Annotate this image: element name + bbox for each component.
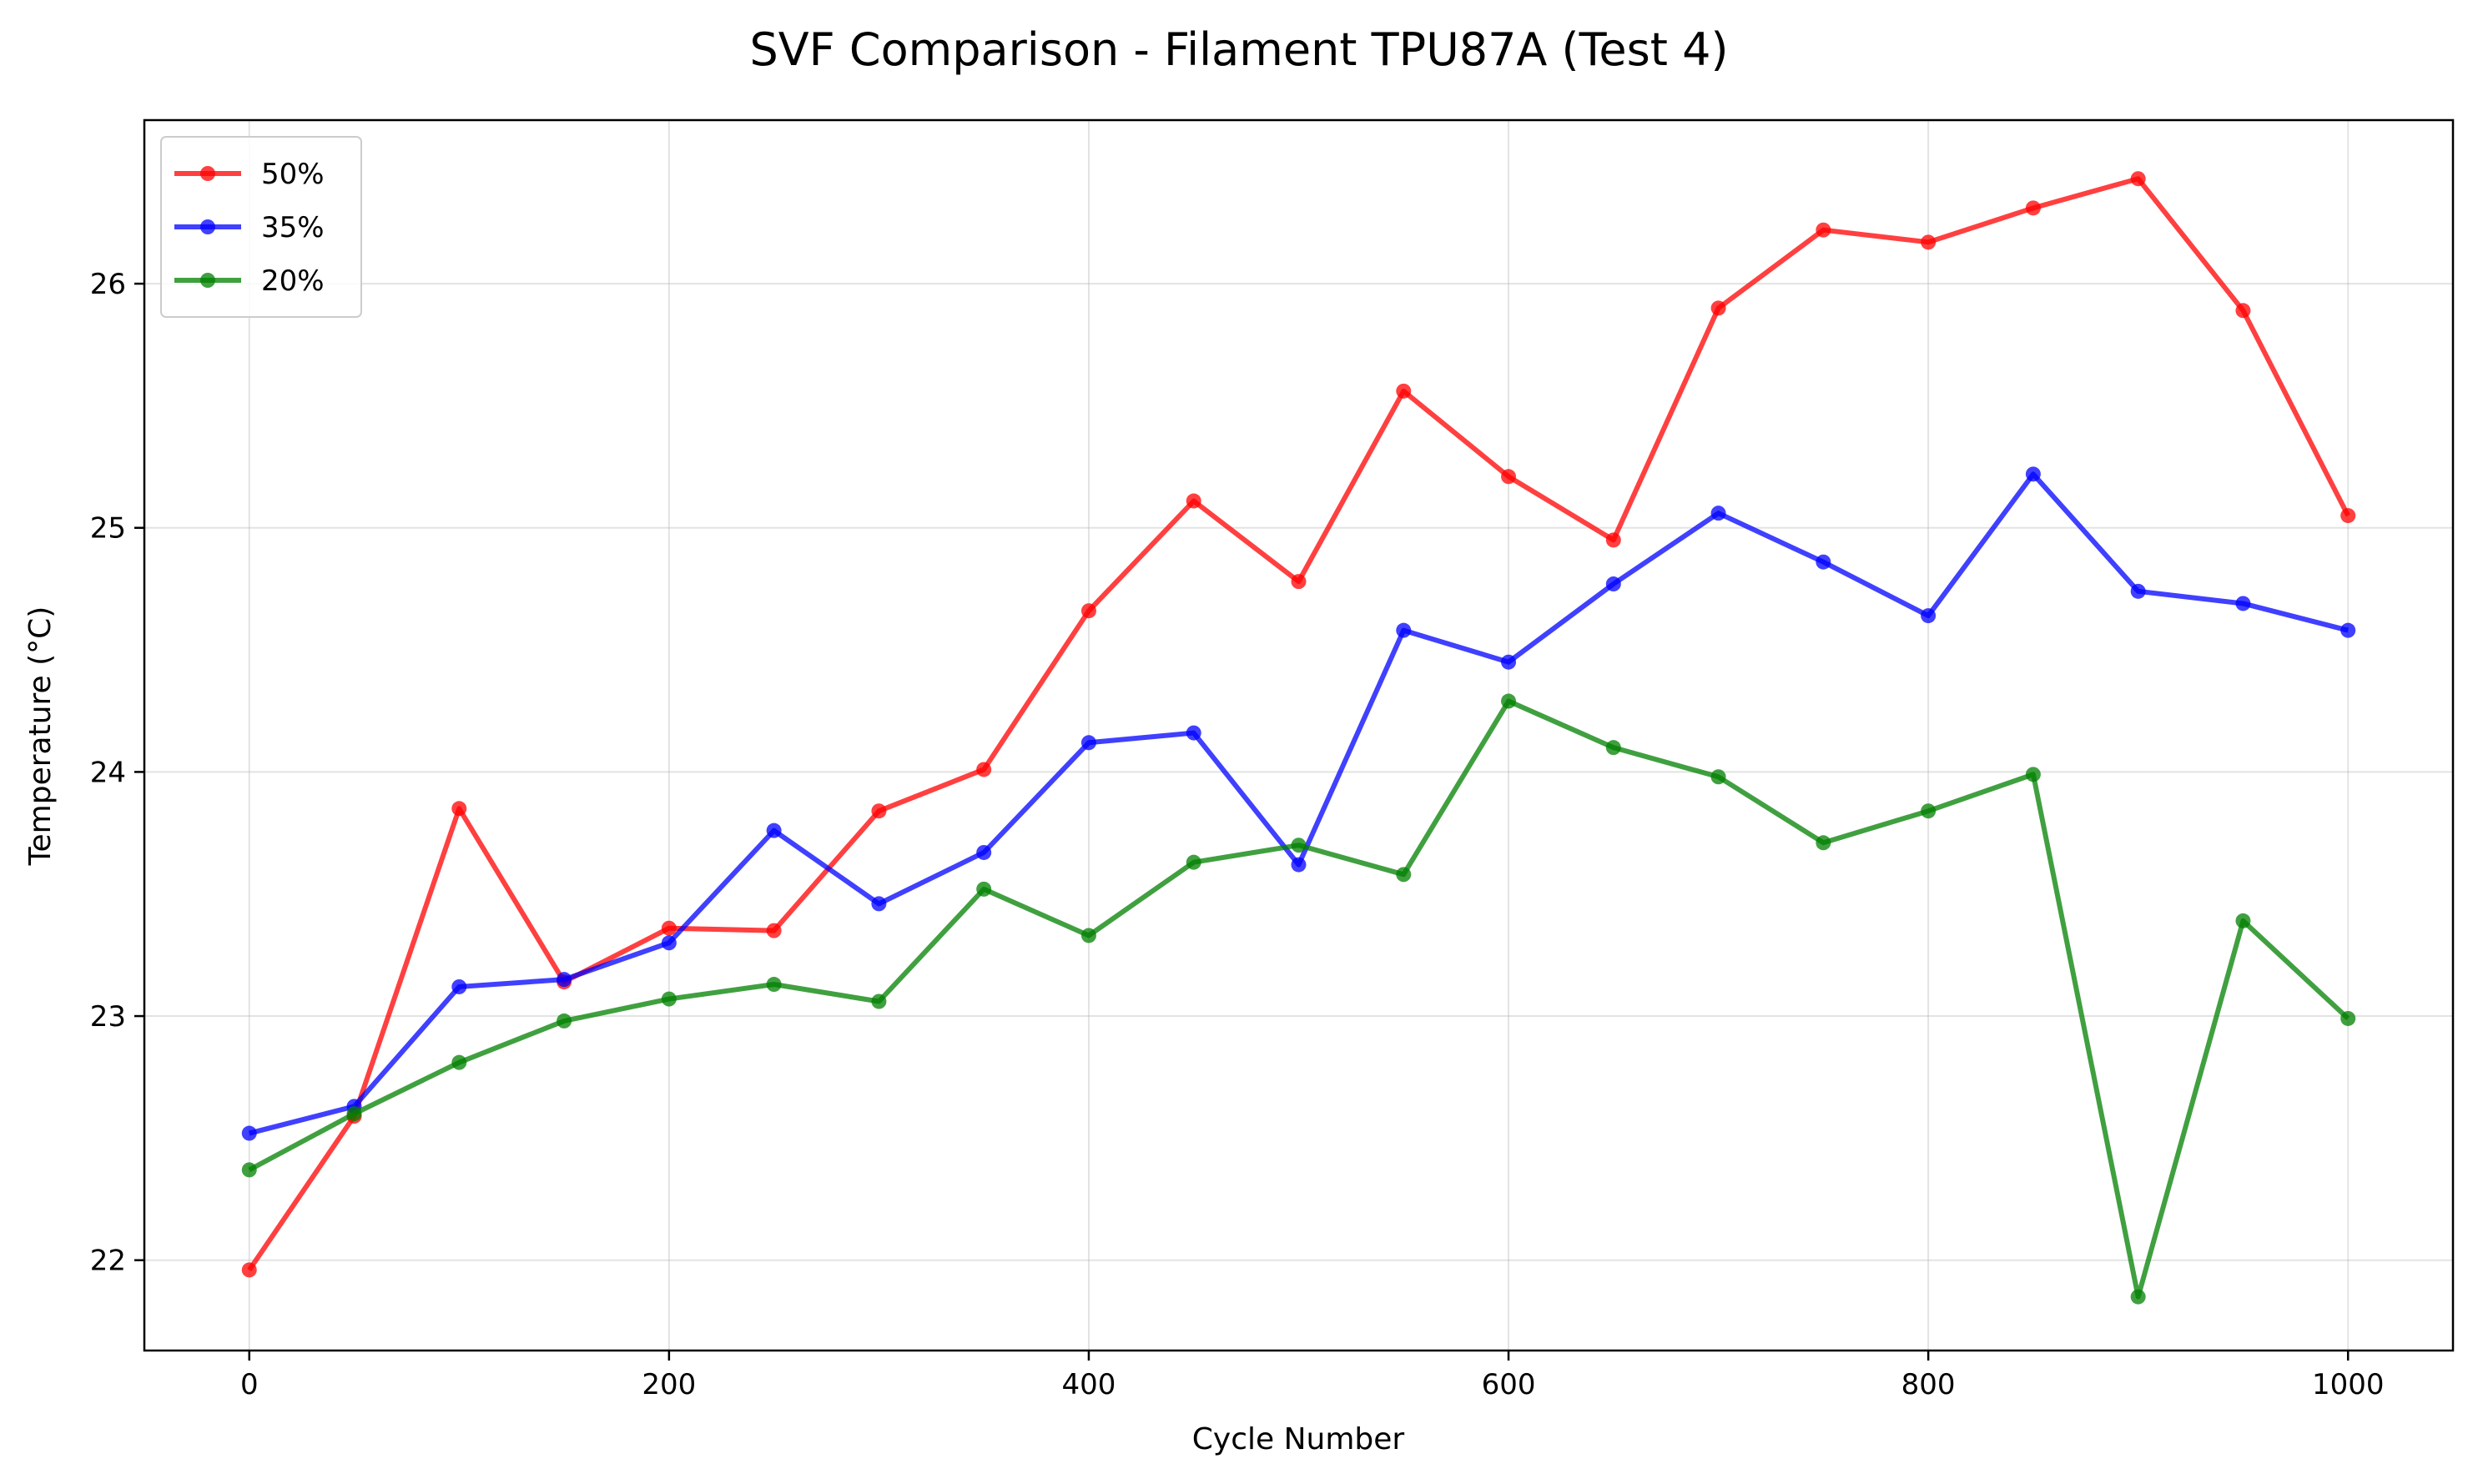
legend-label: 35%: [261, 211, 325, 244]
y-tick-label: 26: [90, 268, 126, 301]
data-point: [976, 881, 992, 897]
data-point: [1080, 735, 1096, 751]
series-line: [248, 698, 2350, 1300]
legend-box: [160, 136, 362, 318]
legend-label: 20%: [261, 264, 325, 298]
data-point: [661, 935, 677, 951]
x-axis: 0 200 400 600 800 1000: [240, 1351, 2385, 1401]
data-point: [1816, 835, 1831, 851]
data-point: [1501, 469, 1517, 485]
y-axis-label: Temperature (°C): [23, 606, 58, 867]
data-point: [1710, 300, 1726, 316]
data-point: [2235, 913, 2251, 928]
data-point: [1605, 740, 1621, 756]
x-tick-label: 800: [1901, 1368, 1956, 1401]
data-point: [1816, 554, 1831, 570]
series-line: [249, 471, 2349, 1136]
data-point: [241, 1125, 257, 1141]
data-point: [1291, 857, 1307, 873]
data-point: [1186, 493, 1201, 509]
series-1: [241, 466, 2356, 1141]
data-point: [241, 1162, 257, 1178]
data-point: [2130, 583, 2146, 599]
y-tick-label: 24: [90, 756, 126, 789]
data-point: [1710, 769, 1726, 785]
data-point: [1396, 383, 1412, 399]
data-point: [1186, 725, 1201, 741]
data-point: [871, 803, 887, 819]
data-point: [1816, 222, 1831, 238]
x-tick-label: 200: [642, 1368, 696, 1401]
data-point: [1921, 234, 1937, 250]
data-point: [661, 991, 677, 1007]
data-point: [2235, 596, 2251, 611]
data-point: [2025, 466, 2041, 482]
y-tick-label: 23: [90, 1000, 126, 1034]
data-point: [2340, 622, 2356, 638]
data-point: [451, 978, 467, 994]
data-point: [451, 1054, 467, 1070]
data-point: [871, 994, 887, 1009]
data-point: [766, 923, 782, 938]
data-point: [1291, 838, 1307, 853]
data-point: [2235, 303, 2251, 319]
data-point: [1921, 608, 1937, 624]
data-point: [2340, 1010, 2356, 1026]
data-point: [1605, 576, 1621, 592]
y-axis: 22 23 24 25 26: [90, 268, 144, 1278]
data-point: [1501, 693, 1517, 709]
data-point: [1710, 506, 1726, 521]
data-point: [1396, 867, 1412, 883]
legend-label: 50%: [261, 158, 325, 191]
data-point: [1921, 803, 1937, 819]
series-2: [241, 693, 2356, 1305]
data-point: [1501, 654, 1517, 670]
data-point: [976, 844, 992, 860]
data-point: [1080, 603, 1096, 619]
legend-marker: [200, 166, 215, 181]
x-axis-label: Cycle Number: [1192, 1422, 1405, 1456]
data-point: [2025, 200, 2041, 216]
x-tick-label: 600: [1482, 1368, 1536, 1401]
data-point: [2130, 171, 2146, 187]
series-0: [241, 171, 2356, 1278]
x-tick-label: 1000: [2312, 1368, 2385, 1401]
x-tick-label: 400: [1062, 1368, 1116, 1401]
legend-marker: [200, 273, 215, 288]
legend-marker: [200, 219, 215, 234]
data-point: [766, 977, 782, 993]
data-point: [2130, 1289, 2146, 1305]
data-point: [346, 1106, 362, 1122]
data-point: [557, 972, 572, 988]
data-point: [451, 801, 467, 817]
data-point: [1291, 574, 1307, 590]
series-line: [247, 176, 2350, 1272]
data-point: [241, 1262, 257, 1278]
chart-title: SVF Comparison - Filament TPU87A (Test 4…: [749, 23, 1728, 76]
data-point: [1396, 622, 1412, 638]
plot-frame: [143, 118, 2455, 1352]
grid: [144, 120, 2453, 1351]
data-point: [557, 1013, 572, 1029]
series-layer: [241, 171, 2356, 1305]
data-point: [2340, 508, 2356, 524]
x-tick-label: 0: [240, 1368, 259, 1401]
data-point: [871, 896, 887, 912]
data-point: [766, 822, 782, 838]
data-point: [661, 920, 677, 936]
data-point: [1186, 854, 1201, 870]
data-point: [976, 762, 992, 777]
data-point: [1605, 532, 1621, 548]
y-tick-label: 25: [90, 512, 126, 546]
y-tick-label: 22: [90, 1245, 126, 1278]
legend: 50% 35% 20%: [160, 136, 362, 318]
data-point: [1080, 928, 1096, 943]
data-point: [2025, 767, 2041, 782]
